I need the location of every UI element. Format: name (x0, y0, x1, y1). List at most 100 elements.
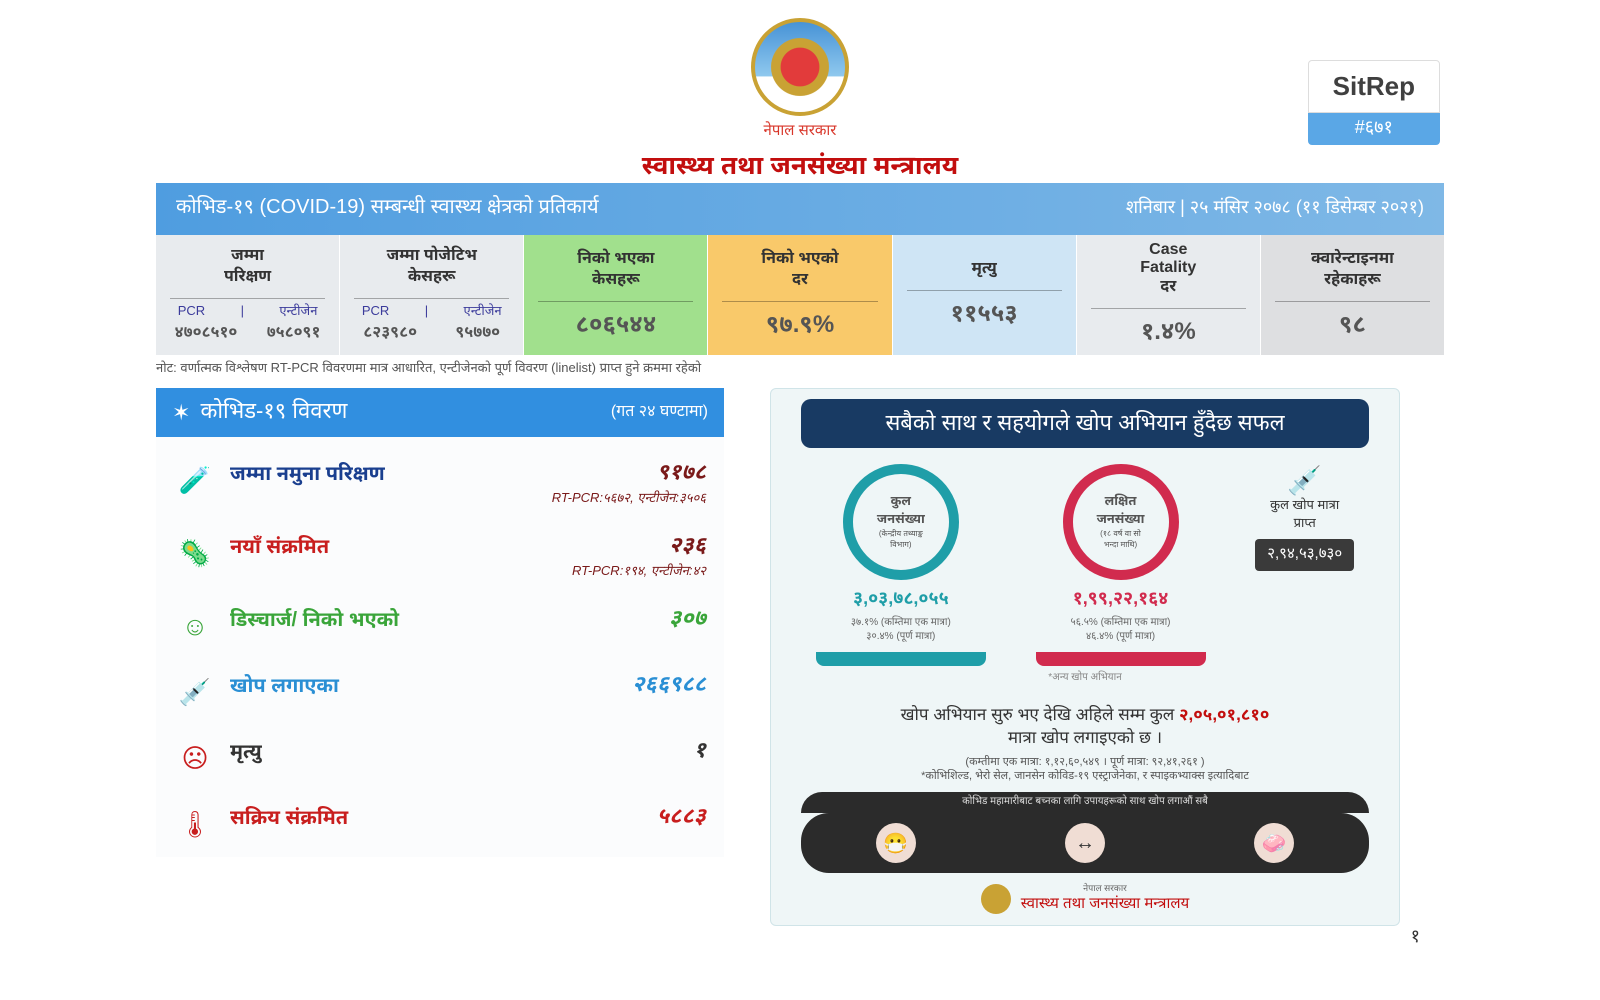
stat-label: डिस्चार्ज/ निको भएको (230, 605, 399, 635)
metric-label: निको भएको दर (712, 249, 887, 291)
msg-pre: खोप अभियान सुरु भए देखि अहिले सम्म कुल (901, 705, 1179, 724)
metric-value: ९७.९% (712, 310, 887, 342)
metric-split-values: ८२३९८०९५७७० (344, 323, 519, 344)
stat-sub: RT-PCR:१९४, एन्टीजेन:४२ (572, 563, 706, 581)
stat-icon: ☹ (174, 737, 216, 779)
ministry-title: स्वास्थ्य तथा जनसंख्या मन्त्रालय (642, 150, 959, 185)
stat-value: ५८८३ (657, 803, 706, 832)
stat-label: मृत्यु (230, 737, 262, 767)
ring-pct1: ५६.५% (कम्तिमा एक मात्रा) (1036, 616, 1206, 630)
distance-icon: ↔ (1065, 823, 1105, 863)
stat-row: ☺ डिस्चार्ज/ निको भएको ३०७ (156, 593, 724, 659)
metric-value: ९८ (1265, 310, 1440, 342)
page-number: १ (1411, 926, 1420, 950)
total-doses-label: कुल खोप मात्रा प्राप्त (1255, 497, 1354, 533)
strip-caption: कोभिड महामारीबाट बच्नका लागि उपायहरूको स… (801, 792, 1369, 813)
ring-bar (816, 652, 986, 666)
metric-split-headers: PCR|एन्टीजेन (344, 303, 519, 321)
metric-label: Case Fatality दर (1081, 241, 1256, 298)
stat-sub: RT-PCR:५६७२, एन्टीजेन:३५०६ (552, 490, 706, 508)
stat-value: १ (694, 737, 706, 766)
last-24h-body: 🧪 जम्मा नमुना परिक्षण ९१७८RT-PCR:५६७२, ए… (156, 437, 724, 857)
stat-icon: ☺ (174, 605, 216, 647)
stat-value: २६६९८८ (632, 671, 706, 700)
target-population-ring: लक्षित जनसंख्या (१८ वर्ष वा सो भन्दा माथ… (1036, 464, 1206, 666)
stat-row: 💉 खोप लगाएका २६६९८८ (156, 659, 724, 725)
stat-value: ३०७ (669, 605, 706, 634)
metric-value: ११५५३ (897, 299, 1072, 331)
sitrep-number: #६७१ (1308, 113, 1440, 145)
last-24h-title: कोभिड-१९ विवरण (200, 398, 347, 427)
panel-footer: नेपाल सरकार स्वास्थ्य तथा जनसंख्या मन्त्… (771, 883, 1399, 915)
total-doses-box: 💉 कुल खोप मात्रा प्राप्त २,९४,५३,७३० (1255, 464, 1354, 571)
ring-note: *अन्य खोप अभियान (771, 672, 1399, 685)
mask-icon: 😷 (876, 823, 916, 863)
footer-ministry: स्वास्थ्य तथा जनसंख्या मन्त्रालय (1021, 895, 1189, 915)
stat-label: सक्रिय संक्रमित (230, 803, 348, 833)
handwash-icon: 🧼 (1254, 823, 1294, 863)
stat-label: जम्मा नमुना परिक्षण (230, 459, 385, 489)
metric-label: जम्मा पोजेटिभ केसहरू (344, 246, 519, 288)
metric-card: निको भएको दर ९७.९% (708, 235, 892, 355)
ring-value: ३,०३,७८,०५५ (816, 588, 986, 612)
virus-icon: ✶ (172, 400, 190, 426)
stat-icon: 🧪 (174, 459, 216, 501)
sitrep-page: नेपाल सरकार स्वास्थ्य तथा जनसंख्या मन्त्… (0, 0, 1600, 1000)
vaccination-title: सबैको साथ र सहयोगले खोप अभियान हुँदैछ सफ… (801, 399, 1369, 448)
sitrep-badge: SitRep #६७१ (1308, 60, 1440, 145)
stat-icon: 🌡 (174, 803, 216, 845)
ring-bar (1036, 652, 1206, 666)
msg-highlight: २,०५,०१,८१० (1179, 705, 1269, 724)
vaccination-panel: सबैको साथ र सहयोगले खोप अभियान हुँदैछ सफ… (770, 388, 1400, 926)
stat-value: २३६RT-PCR:१९४, एन्टीजेन:४२ (572, 532, 706, 581)
ring-circle: कुल जनसंख्या (केन्द्रीय तथ्याङ्क विभाग) (843, 464, 959, 580)
footer-emblem-icon (981, 884, 1011, 914)
stat-icon: 💉 (174, 671, 216, 713)
sitrep-label: SitRep (1308, 60, 1440, 113)
metric-split-headers: PCR|एन्टीजेन (160, 303, 335, 321)
last-24h-header: ✶ कोभिड-१९ विवरण (गत २४ घण्टामा) (156, 388, 724, 437)
stat-row: 🌡 सक्रिय संक्रमित ५८८३ (156, 791, 724, 857)
stat-icon: 🦠 (174, 532, 216, 574)
ring-circle: लक्षित जनसंख्या (१८ वर्ष वा सो भन्दा माथ… (1063, 464, 1179, 580)
stat-label: खोप लगाएका (230, 671, 339, 701)
msg-post: मात्रा खोप लगाइएको छ । (1008, 728, 1162, 747)
metric-card: क्वारेन्टाइनमा रहेकाहरू ९८ (1261, 235, 1444, 355)
ring-pct1: ३७.१% (कम्तिमा एक मात्रा) (816, 616, 986, 630)
metric-value: १.४% (1081, 317, 1256, 349)
footnote: नोट: वर्णात्मक विश्लेषण RT-PCR विवरणमा म… (156, 360, 701, 378)
title-bar: कोभिड-१९ (COVID-19) सम्बन्धी स्वास्थ्य क… (156, 183, 1444, 235)
stat-row: 🦠 नयाँ संक्रमित २३६RT-PCR:१९४, एन्टीजेन:… (156, 520, 724, 593)
metric-label: मृत्यु (897, 259, 1072, 280)
last-24h-subtitle: (गत २४ घण्टामा) (611, 402, 708, 423)
stat-value: ९१७८RT-PCR:५६७२, एन्टीजेन:३५०६ (552, 459, 706, 508)
metric-card: Case Fatality दर १.४% (1077, 235, 1261, 355)
dose-breakdown: (कम्तीमा एक मात्रा: १,१२,६०,५४९ । पूर्ण … (801, 756, 1369, 770)
campaign-message: खोप अभियान सुरु भए देखि अहिले सम्म कुल २… (801, 703, 1369, 751)
stat-label: नयाँ संक्रमित (230, 532, 329, 562)
footer-gov: नेपाल सरकार (1021, 883, 1189, 895)
vaccine-types-note: *कोभिशिल्ड, भेरो सेल, जानसेन कोविड-१९ एस… (801, 770, 1369, 784)
ring-pct2: ३०.४% (पूर्ण मात्रा) (816, 630, 986, 644)
metric-card: जम्मा पोजेटिभ केसहरू PCR|एन्टीजेन ८२३९८०९५… (340, 235, 524, 355)
metric-card: मृत्यु ११५५३ (893, 235, 1077, 355)
gov-label: नेपाल सरकार (751, 122, 849, 142)
metric-label: निको भएका केसहरू (528, 249, 703, 291)
metric-value: ८०६५४४ (528, 310, 703, 342)
stat-row: 🧪 जम्मा नमुना परिक्षण ९१७८RT-PCR:५६७२, ए… (156, 447, 724, 520)
ring-pct2: ४६.४% (पूर्ण मात्रा) (1036, 630, 1206, 644)
metric-label: क्वारेन्टाइनमा रहेकाहरू (1265, 249, 1440, 291)
total-doses-value: २,९४,५३,७३० (1255, 539, 1354, 571)
vaccination-stats-row: कुल जनसंख्या (केन्द्रीय तथ्याङ्क विभाग) … (771, 464, 1399, 666)
report-date: शनिबार | २५ मंसिर २०७८ (११ डिसेम्बर २०२१… (1126, 197, 1424, 221)
total-population-ring: कुल जनसंख्या (केन्द्रीय तथ्याङ्क विभाग) … (816, 464, 986, 666)
emblem-block: नेपाल सरकार (751, 18, 849, 142)
safety-icons-strip: 😷 ↔ 🧼 (801, 813, 1369, 873)
ring-value: १,९९,२२,१६४ (1036, 588, 1206, 612)
last-24h-panel: ✶ कोभिड-१९ विवरण (गत २४ घण्टामा) 🧪 जम्मा… (156, 388, 724, 857)
metric-split-values: ४७०८५१०७५८०९१ (160, 323, 335, 344)
metric-card: जम्मा परिक्षण PCR|एन्टीजेन ४७०८५१०७५८०९१ (156, 235, 340, 355)
metrics-row: जम्मा परिक्षणPCR|एन्टीजेन४७०८५१०७५८०९१जम… (156, 235, 1444, 355)
syringe-icon: 💉 (1255, 464, 1354, 497)
metric-label: जम्मा परिक्षण (160, 246, 335, 288)
